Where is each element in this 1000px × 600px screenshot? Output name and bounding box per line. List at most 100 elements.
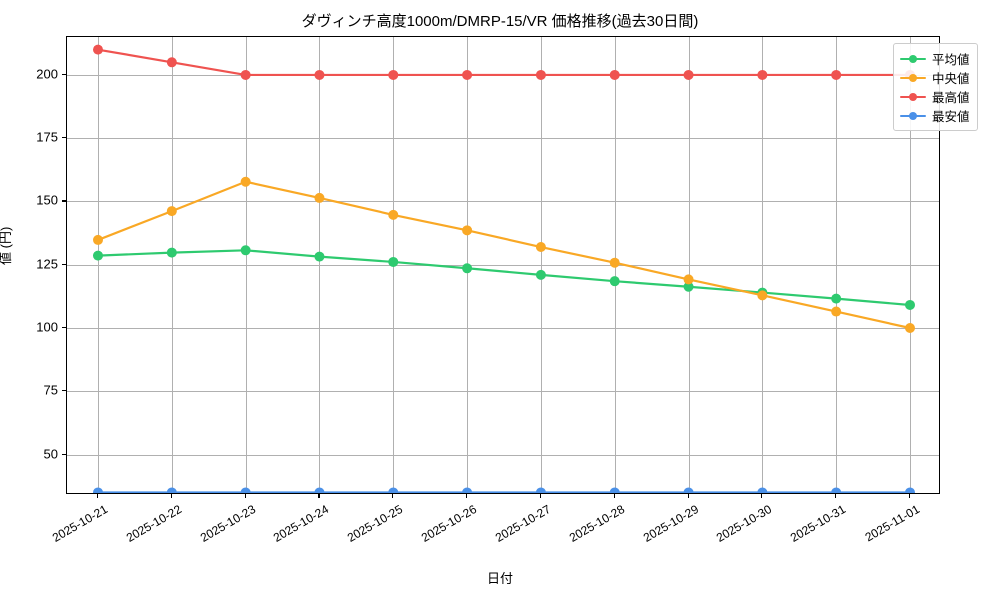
x-tick-label: 2025-10-30 xyxy=(714,502,775,545)
x-tick-label: 2025-10-22 xyxy=(123,502,184,545)
x-tick-label: 2025-10-26 xyxy=(418,502,480,545)
data-point xyxy=(240,245,251,256)
x-tick-mark xyxy=(539,494,541,498)
legend-item[interactable]: 最高値 xyxy=(900,87,970,106)
x-tick-label: 2025-11-01 xyxy=(862,502,922,545)
data-point xyxy=(535,69,546,80)
data-point xyxy=(683,274,694,285)
y-tick-mark xyxy=(62,390,66,392)
gridline-vertical xyxy=(171,37,173,493)
x-tick-label: 2025-10-27 xyxy=(492,502,553,545)
data-point xyxy=(757,487,768,493)
gridline-horizontal xyxy=(67,138,939,140)
y-tick-label: 100 xyxy=(36,319,58,335)
legend-swatch-icon xyxy=(900,109,926,123)
x-tick-mark xyxy=(835,494,837,498)
x-tick-mark xyxy=(613,494,615,498)
data-point xyxy=(683,281,694,292)
y-tick-mark xyxy=(62,200,66,202)
data-point xyxy=(831,487,842,493)
data-point xyxy=(166,247,177,258)
legend-swatch-icon xyxy=(900,71,926,85)
gridline-vertical xyxy=(762,37,764,493)
y-tick-mark xyxy=(62,137,66,139)
data-point xyxy=(757,69,768,80)
series-lines xyxy=(93,44,915,493)
data-point xyxy=(314,251,325,262)
legend-swatch-icon xyxy=(900,90,926,104)
x-tick-mark xyxy=(761,494,763,498)
series-line xyxy=(96,249,912,307)
data-point xyxy=(831,69,842,80)
data-point xyxy=(683,487,694,493)
data-point xyxy=(93,250,103,261)
data-point xyxy=(93,487,103,493)
x-tick-label: 2025-10-21 xyxy=(49,502,110,545)
gridline-horizontal xyxy=(67,391,939,393)
series-最高値 xyxy=(93,44,915,80)
x-tick-mark xyxy=(170,494,172,498)
data-point xyxy=(388,209,399,220)
data-point xyxy=(166,57,177,68)
gridline-horizontal xyxy=(67,327,939,329)
legend-swatch-icon xyxy=(900,52,926,66)
x-tick-label: 2025-10-25 xyxy=(345,502,406,545)
data-point xyxy=(240,69,251,80)
x-tick-label: 2025-10-24 xyxy=(271,502,332,545)
gridline-vertical xyxy=(910,37,911,493)
series-line xyxy=(96,48,912,77)
data-point xyxy=(388,256,399,267)
data-point xyxy=(757,290,768,301)
data-point xyxy=(93,234,103,245)
legend-item[interactable]: 最安値 xyxy=(900,106,970,125)
y-tick-label: 75 xyxy=(43,382,58,398)
data-point xyxy=(609,69,620,80)
plot-area xyxy=(66,36,940,494)
y-tick-mark xyxy=(62,453,66,455)
data-point xyxy=(93,44,103,55)
data-point xyxy=(609,276,620,287)
y-tick-label: 125 xyxy=(36,256,58,272)
legend-item[interactable]: 平均値 xyxy=(900,49,970,68)
x-tick-mark xyxy=(466,494,468,498)
chart-title: ダヴィンチ高度1000m/DMRP-15/VR 価格推移(過去30日間) xyxy=(301,13,699,30)
data-point xyxy=(609,257,620,268)
series-中央値 xyxy=(93,176,915,333)
x-tick-mark xyxy=(909,494,911,498)
data-point xyxy=(388,487,399,493)
x-tick-label: 2025-10-28 xyxy=(566,502,627,545)
data-point xyxy=(831,293,842,304)
series-line xyxy=(96,180,912,330)
data-point xyxy=(314,487,325,493)
x-tick-mark xyxy=(687,494,689,498)
x-tick-mark xyxy=(392,494,394,498)
data-point xyxy=(240,487,251,493)
y-tick-mark xyxy=(62,263,66,265)
legend-item[interactable]: 中央値 xyxy=(900,68,970,87)
data-point xyxy=(683,69,694,80)
x-tick-mark xyxy=(318,494,320,498)
data-point xyxy=(166,206,177,217)
data-point xyxy=(166,487,177,493)
data-point xyxy=(314,192,325,203)
data-point xyxy=(388,69,399,80)
data-point xyxy=(535,242,546,253)
x-tick-label: 2025-10-29 xyxy=(640,502,701,545)
x-tick-label: 2025-10-31 xyxy=(788,502,849,545)
series-最安値 xyxy=(93,487,915,493)
legend-label: 中央値 xyxy=(932,72,970,86)
gridline-vertical xyxy=(245,37,247,493)
chart-legend: 平均値中央値 最高値最安値 xyxy=(893,43,978,131)
x-axis-label: 日付 xyxy=(486,571,513,586)
data-point xyxy=(462,69,473,80)
y-tick-label: 200 xyxy=(36,66,58,82)
y-tick-label: 50 xyxy=(43,446,58,461)
x-tick-label: 2025-10-23 xyxy=(197,502,258,545)
data-point xyxy=(535,487,546,493)
gridline-horizontal xyxy=(67,201,939,203)
data-point xyxy=(462,263,473,274)
legend-label: 最安値 xyxy=(932,110,970,124)
y-tick-mark xyxy=(62,326,66,329)
legend-label: 平均値 xyxy=(932,53,970,67)
